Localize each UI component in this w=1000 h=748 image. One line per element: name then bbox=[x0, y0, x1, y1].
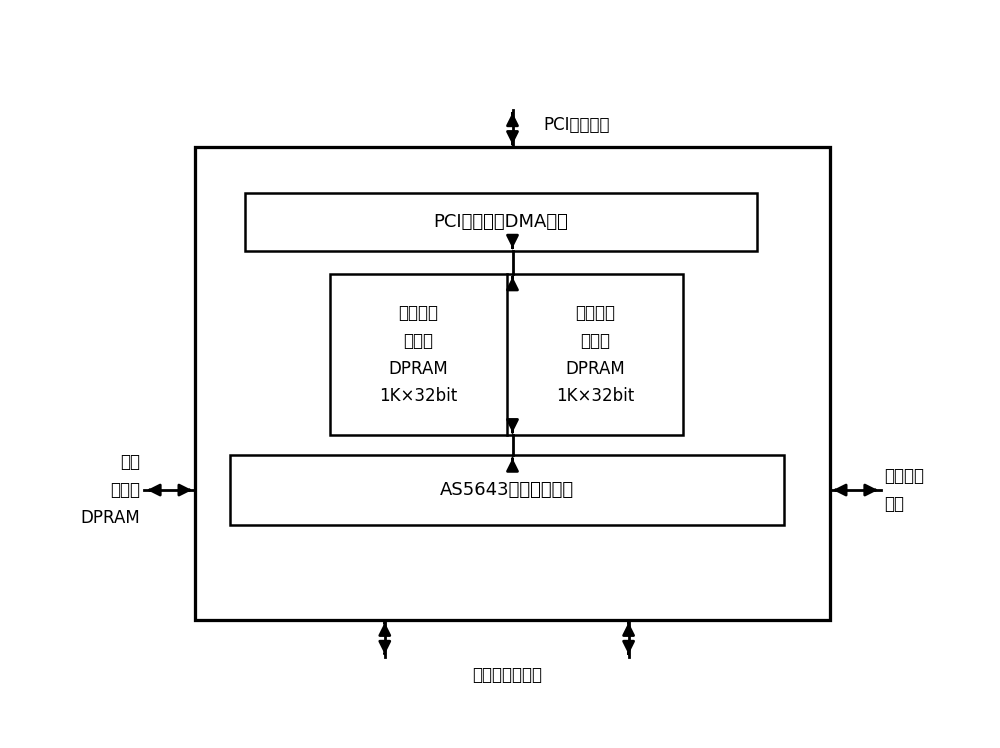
Text: AS5643协议处理模块: AS5643协议处理模块 bbox=[440, 481, 574, 499]
Text: 发送消息
配置表
DPRAM
1K×32bit: 发送消息 配置表 DPRAM 1K×32bit bbox=[379, 304, 458, 405]
Bar bbox=[330, 274, 683, 435]
Text: PCI总线接口: PCI总线接口 bbox=[544, 117, 610, 135]
Bar bbox=[245, 194, 757, 251]
Bar bbox=[230, 456, 784, 524]
Bar bbox=[195, 147, 830, 619]
Text: 链路层芯片接口: 链路层芯片接口 bbox=[472, 666, 542, 684]
Text: PCI从接口和DMA模块: PCI从接口和DMA模块 bbox=[433, 213, 568, 231]
Text: 其他控制
信号: 其他控制 信号 bbox=[884, 468, 924, 513]
Text: 数据
存储区
DPRAM: 数据 存储区 DPRAM bbox=[81, 453, 140, 527]
Text: 接收消息
配置表
DPRAM
1K×32bit: 接收消息 配置表 DPRAM 1K×32bit bbox=[556, 304, 634, 405]
